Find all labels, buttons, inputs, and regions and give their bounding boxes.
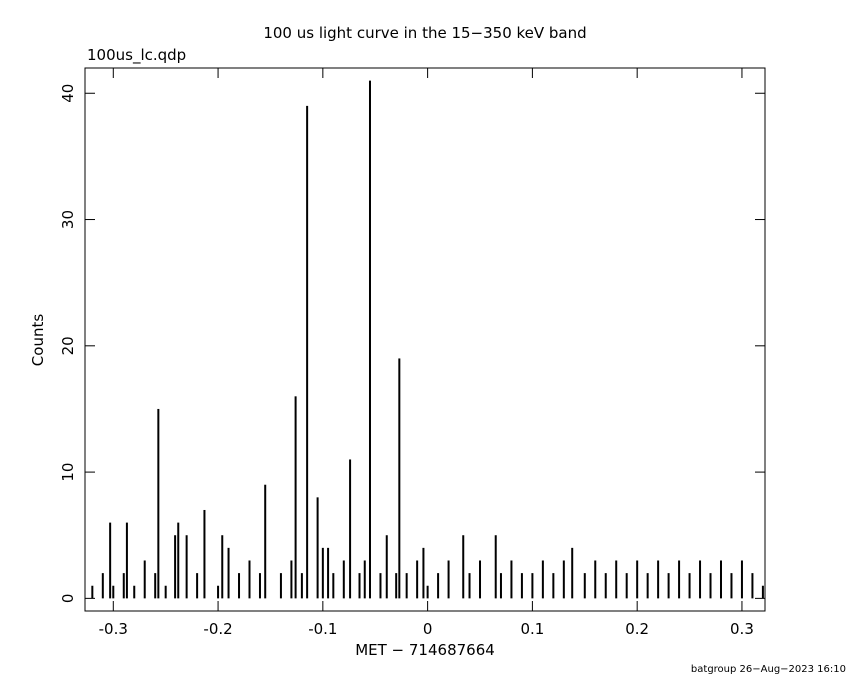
bar — [101, 573, 104, 599]
bar — [203, 509, 206, 599]
bar — [279, 573, 282, 599]
y-tick-label: 0 — [59, 594, 77, 604]
bar — [699, 560, 702, 599]
chart-title: 100 us light curve in the 15−350 keV ban… — [263, 24, 586, 42]
bar — [541, 560, 544, 599]
y-tick-label: 30 — [59, 210, 77, 229]
y-tick-label: 20 — [59, 336, 77, 355]
bar — [133, 585, 136, 599]
bar — [342, 560, 345, 599]
bar — [358, 573, 361, 599]
bar — [709, 573, 712, 599]
bar — [221, 535, 224, 599]
bar — [494, 535, 497, 599]
bar — [290, 560, 293, 599]
bar — [300, 573, 303, 599]
bar — [751, 573, 754, 599]
bar — [462, 535, 465, 599]
bar — [185, 535, 188, 599]
bar — [177, 522, 180, 599]
y-tick-label: 40 — [59, 84, 77, 103]
bar — [583, 573, 586, 599]
bar — [379, 573, 382, 599]
bar — [426, 585, 429, 599]
bar — [646, 573, 649, 599]
bar — [719, 560, 722, 599]
y-tick-label: 10 — [59, 463, 77, 482]
bar — [363, 560, 366, 599]
bar — [217, 585, 220, 599]
bar — [109, 522, 112, 599]
bar — [154, 573, 157, 599]
bar — [157, 408, 160, 599]
bar — [562, 560, 565, 599]
bar — [321, 547, 324, 599]
bar — [264, 484, 267, 599]
bar — [657, 560, 660, 599]
y-axis-label: Counts — [29, 314, 47, 367]
footer: batgroup 26−Aug−2023 16:10 — [691, 664, 846, 675]
bar — [520, 573, 523, 599]
x-axis-label: MET − 714687664 — [355, 641, 495, 659]
bar — [143, 560, 146, 599]
bar — [248, 560, 251, 599]
bar — [510, 560, 513, 599]
bar — [258, 573, 261, 599]
bar — [678, 560, 681, 599]
chart-subtitle: 100us_lc.qdp — [87, 46, 186, 65]
bar — [316, 497, 319, 599]
bar — [327, 547, 330, 599]
bar — [625, 573, 628, 599]
x-tick-label: 0.2 — [625, 620, 649, 638]
bar — [437, 573, 440, 599]
bar — [447, 560, 450, 599]
bar — [306, 105, 309, 599]
x-tick-label: -0.1 — [308, 620, 337, 638]
bar — [416, 560, 419, 599]
bar — [552, 573, 555, 599]
bar — [196, 573, 199, 599]
bar — [688, 573, 691, 599]
bar — [395, 573, 398, 599]
bar — [499, 573, 502, 599]
x-tick-label: -0.3 — [99, 620, 128, 638]
bar — [761, 585, 764, 599]
bar — [405, 573, 408, 599]
bar — [594, 560, 597, 599]
bar — [227, 547, 230, 599]
bar — [385, 535, 388, 599]
bar — [294, 396, 297, 599]
bar — [398, 358, 401, 599]
x-tick-label: 0 — [423, 620, 433, 638]
bar — [164, 585, 167, 599]
x-tick-label: 0.1 — [520, 620, 544, 638]
bar — [91, 585, 94, 599]
bar — [174, 535, 177, 599]
bar — [730, 573, 733, 599]
bar — [531, 573, 534, 599]
bar — [238, 573, 241, 599]
bar — [422, 547, 425, 599]
bar — [332, 573, 335, 599]
x-tick-label: 0.3 — [730, 620, 754, 638]
x-tick-label: -0.2 — [203, 620, 232, 638]
bar — [615, 560, 618, 599]
bar — [349, 459, 352, 599]
bar — [479, 560, 482, 599]
bar — [112, 585, 115, 599]
bar — [125, 522, 128, 599]
bar — [667, 573, 670, 599]
bar — [636, 560, 639, 599]
plot-frame — [84, 67, 766, 612]
bar — [740, 560, 743, 599]
bar — [122, 573, 125, 599]
bar — [604, 573, 607, 599]
bar — [468, 573, 471, 599]
bar — [368, 80, 371, 599]
bar — [571, 547, 574, 599]
